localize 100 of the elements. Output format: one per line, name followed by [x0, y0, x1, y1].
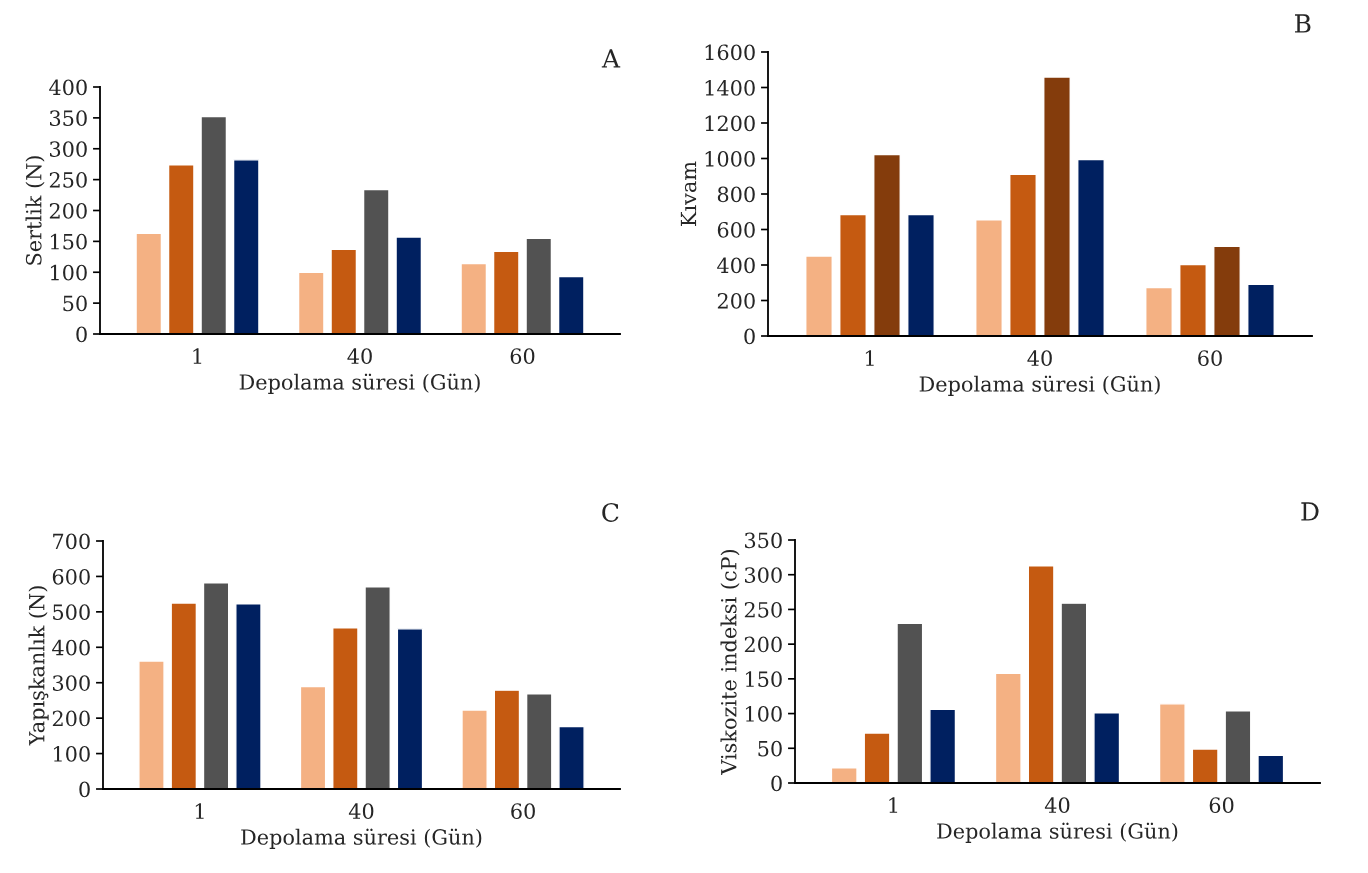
x-axis-title: Depolama süresi (Gün): [919, 375, 1160, 396]
bar: [1077, 158, 1105, 336]
x-tick-label: 1: [193, 348, 202, 364]
bar: [805, 255, 833, 336]
bar: [907, 213, 935, 336]
y-axis-title: Yapışkanlık (N): [28, 586, 49, 746]
bar: [235, 603, 262, 789]
y-tick-label: 0: [744, 328, 755, 345]
y-tick-label: 300: [50, 141, 87, 157]
y-tick-label: 200: [717, 292, 755, 309]
bar: [830, 767, 858, 783]
y-tick-label: 300: [745, 567, 782, 583]
bar: [1224, 710, 1252, 783]
bar: [1027, 564, 1055, 783]
y-tick-label: 400: [49, 79, 87, 96]
bar: [297, 271, 325, 334]
y-tick-label: 200: [49, 202, 87, 219]
bar: [299, 685, 327, 789]
bar: [1191, 748, 1219, 783]
y-tick-label: 100: [745, 706, 782, 722]
bar: [839, 213, 867, 336]
bar: [1257, 754, 1285, 783]
bar: [362, 188, 390, 334]
x-tick-label: 60: [1198, 350, 1222, 367]
bar: [557, 275, 585, 334]
y-tick-label: 0: [771, 775, 782, 792]
bar: [460, 262, 488, 334]
bar: [1093, 712, 1121, 783]
y-tick-label: 100: [50, 264, 87, 281]
bar: [330, 248, 358, 334]
y-tick-label: 400: [717, 257, 755, 274]
bar: [525, 693, 553, 789]
bar: [200, 115, 228, 334]
bar: [975, 219, 1003, 336]
x-tick-label: 40: [348, 803, 374, 820]
bar: [525, 237, 553, 334]
bar: [1213, 245, 1241, 336]
y-tick-label: 1200: [705, 115, 755, 132]
y-tick-label: 400: [52, 639, 90, 656]
bar: [170, 602, 198, 789]
y-tick-label: 600: [717, 221, 755, 238]
bar: [994, 672, 1022, 783]
y-tick-label: 1400: [705, 79, 755, 96]
y-tick-label: 150: [745, 671, 782, 688]
y-tick-label: 350: [50, 110, 87, 127]
bar: [1179, 263, 1207, 336]
y-axis-title: Sertlik (N): [25, 156, 45, 265]
y-tick-label: 150: [50, 233, 87, 250]
y-tick-label: 250: [49, 172, 87, 188]
y-tick-label: 350: [745, 532, 782, 549]
chart-title: D: [1301, 502, 1319, 521]
bar: [1158, 703, 1186, 783]
y-tick-label: 50: [63, 295, 87, 312]
y-axis-title: Viskozite indeksi (cP): [720, 549, 740, 775]
chart-title: A: [601, 49, 621, 68]
bar: [1009, 173, 1037, 336]
bar: [135, 232, 163, 334]
bar: [873, 153, 901, 336]
x-tick-label: 1: [195, 803, 204, 819]
bar: [896, 622, 924, 783]
y-tick-label: 700: [53, 533, 90, 550]
bar: [1060, 602, 1088, 783]
bar: [493, 689, 521, 789]
x-tick-label: 60: [510, 348, 535, 365]
x-tick-label: 60: [1209, 797, 1234, 814]
bar: [202, 582, 230, 789]
chart-title: B: [1295, 14, 1311, 33]
bar: [461, 709, 488, 789]
x-tick-label: 40: [347, 348, 372, 365]
y-axis-title: Kıvam: [680, 161, 697, 226]
y-tick-label: 600: [52, 568, 90, 585]
x-tick-label: 1: [889, 797, 898, 813]
y-tick-label: 200: [744, 636, 782, 653]
bar: [332, 627, 359, 789]
bar: [929, 708, 957, 783]
x-axis-title: Depolama süresi (Gün): [239, 373, 480, 394]
x-tick-label: 1: [865, 350, 874, 366]
x-axis-title: Depolama süresi (Gün): [937, 822, 1178, 843]
x-tick-label: 40: [1044, 797, 1070, 814]
bar: [1247, 283, 1275, 336]
x-tick-label: 60: [511, 803, 535, 820]
bar: [396, 628, 424, 789]
y-tick-label: 500: [53, 604, 90, 621]
y-tick-label: 1000: [705, 150, 755, 167]
y-tick-label: 300: [53, 675, 90, 691]
bar: [1145, 286, 1173, 336]
x-tick-label: 40: [1027, 350, 1052, 367]
bar: [232, 159, 260, 334]
bar: [1043, 76, 1071, 336]
y-tick-label: 50: [758, 740, 782, 757]
x-axis-title: Depolama süresi (Gün): [241, 828, 482, 849]
bar: [364, 586, 391, 789]
bar: [558, 725, 585, 789]
y-tick-label: 250: [744, 601, 782, 618]
bar: [395, 236, 423, 334]
bar: [167, 164, 195, 334]
chart-title: C: [602, 503, 619, 522]
y-tick-label: 0: [79, 781, 90, 798]
bar: [138, 660, 165, 789]
y-tick-label: 1600: [705, 44, 755, 61]
